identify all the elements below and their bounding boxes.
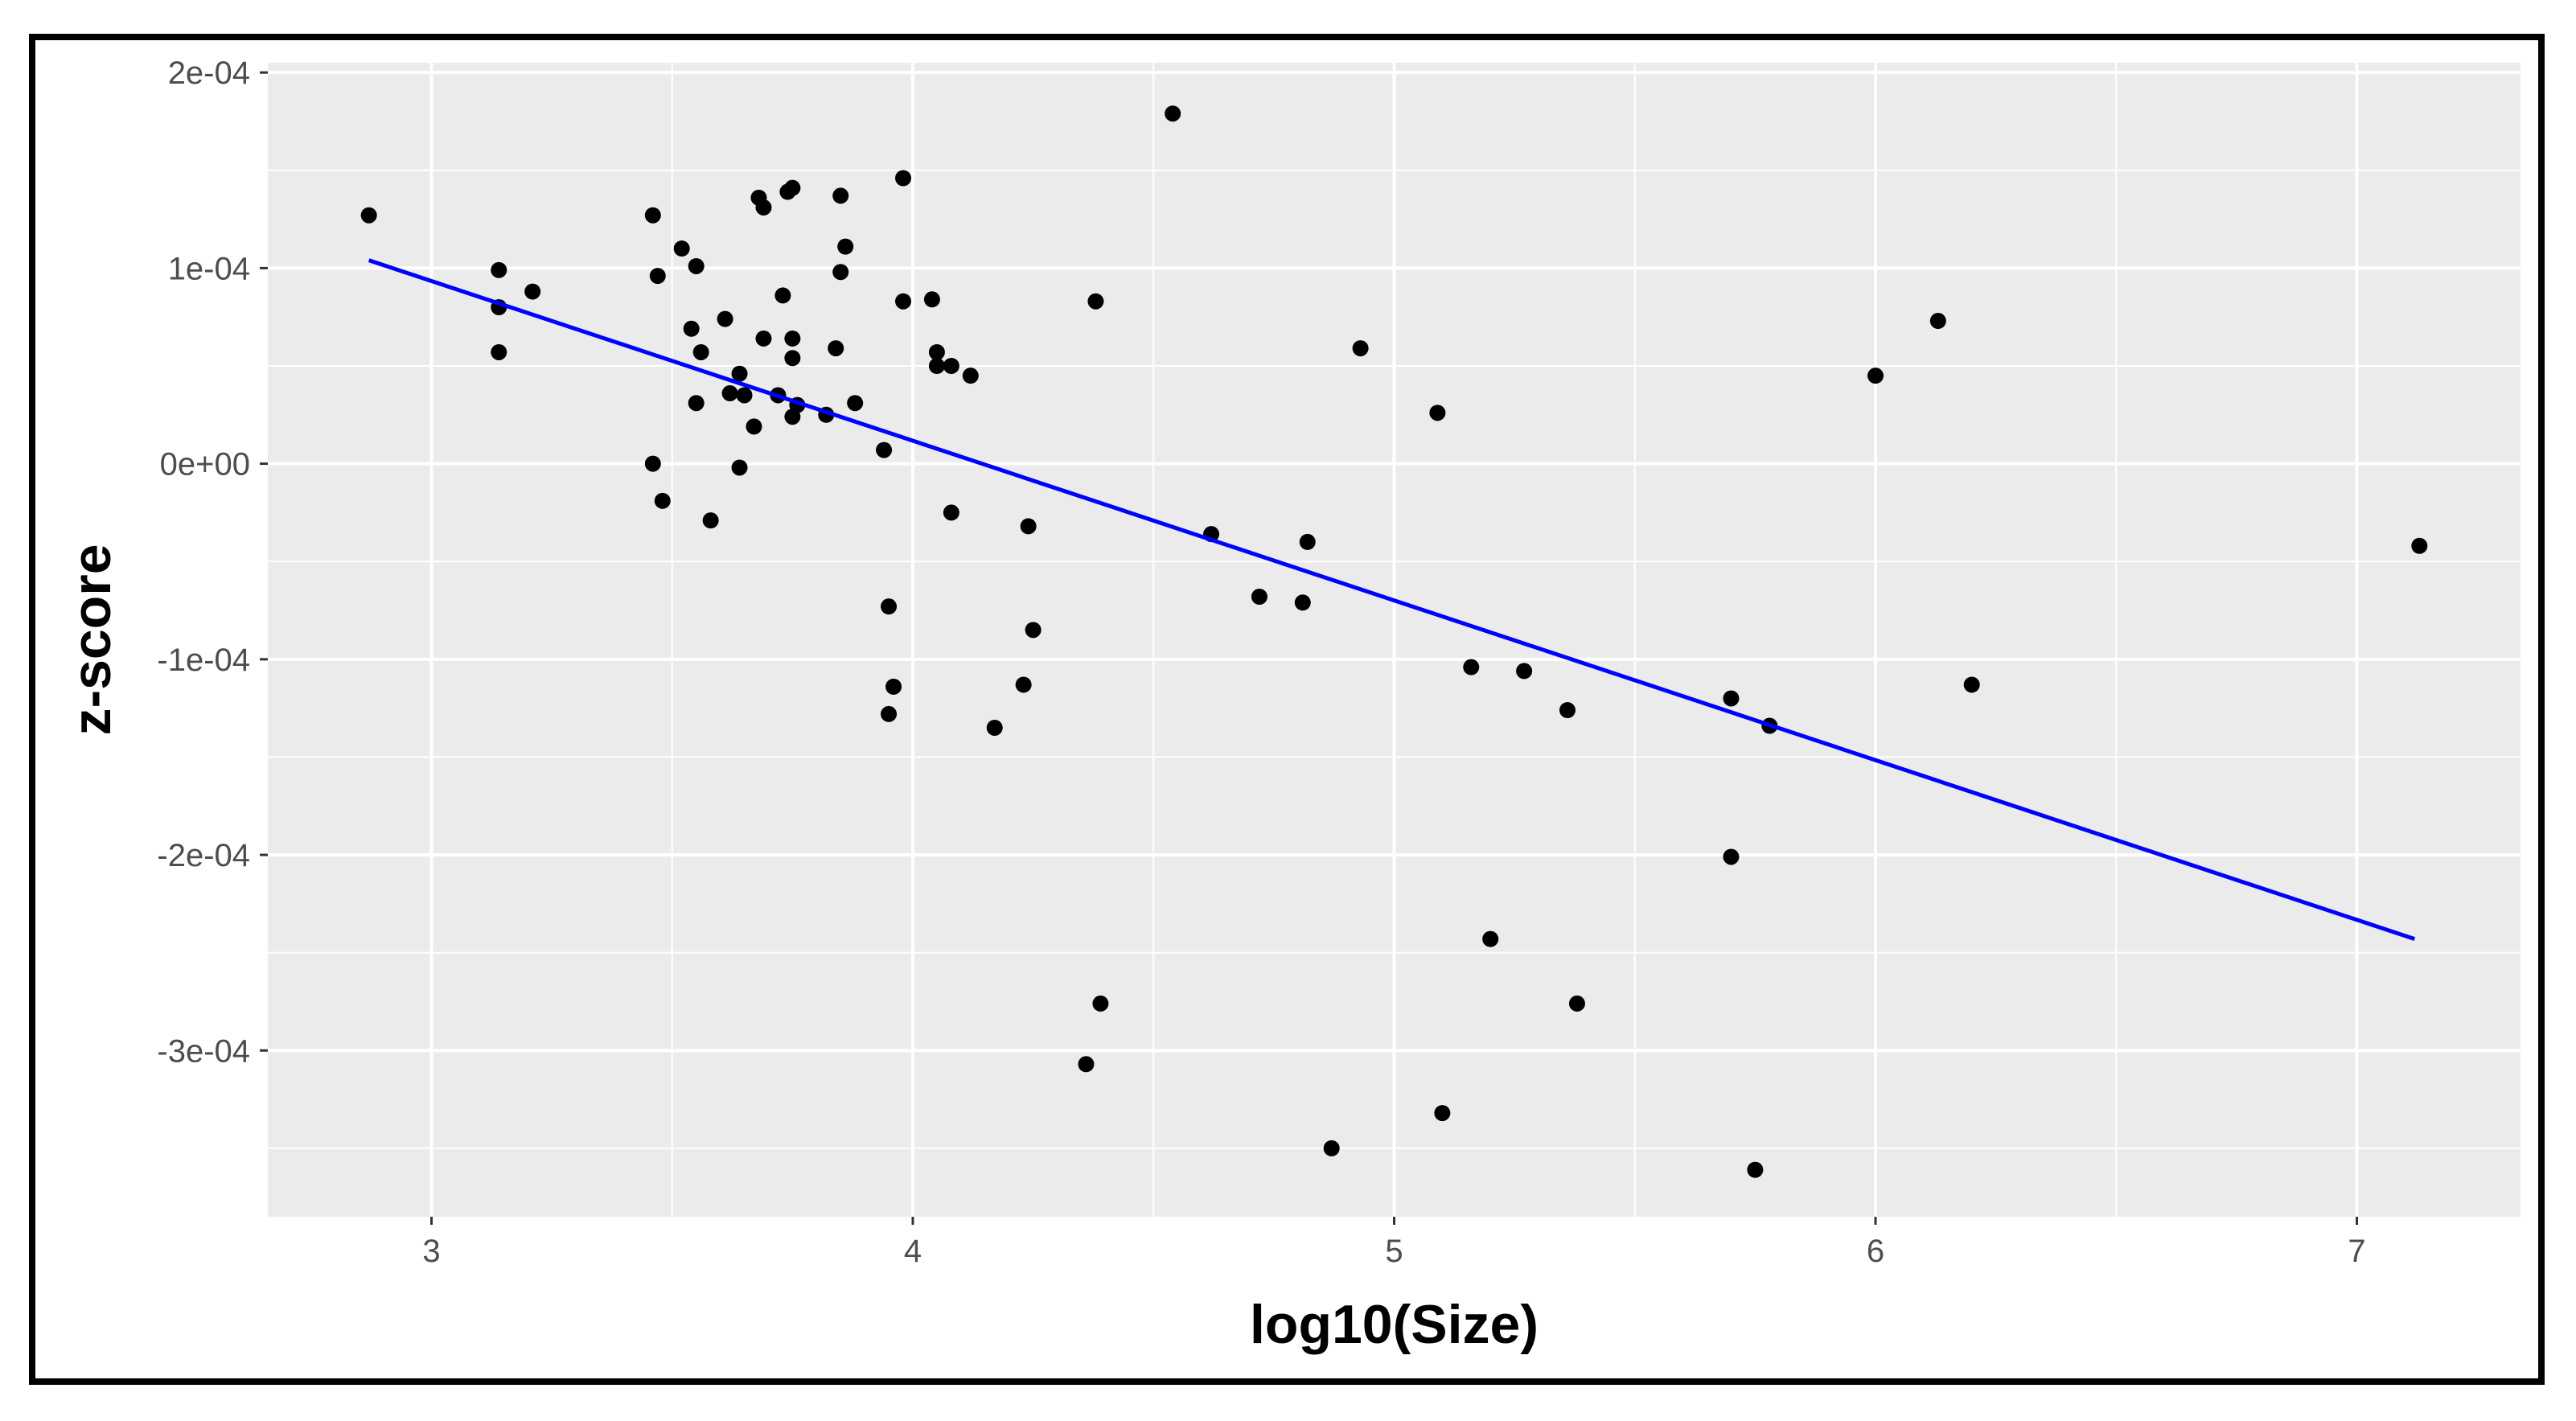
data-point <box>1963 676 1980 693</box>
data-point <box>1251 588 1267 605</box>
data-point <box>644 455 661 472</box>
data-point <box>1025 622 1041 639</box>
data-point <box>731 365 748 382</box>
x-tick-label: 4 <box>904 1234 922 1269</box>
data-point <box>881 598 898 615</box>
data-point <box>828 340 844 357</box>
data-point <box>1723 848 1740 865</box>
data-point <box>923 291 940 308</box>
data-point <box>717 310 733 327</box>
data-point <box>1516 663 1533 680</box>
data-point <box>649 268 666 285</box>
data-point <box>1299 533 1316 550</box>
data-point <box>692 343 709 360</box>
data-point <box>688 395 705 412</box>
data-point <box>847 395 864 412</box>
data-point <box>876 441 893 458</box>
data-point <box>986 719 1003 736</box>
y-tick-label: 2e-04 <box>168 55 250 91</box>
data-point <box>1929 313 1946 330</box>
data-point <box>644 207 661 224</box>
data-point <box>1294 594 1311 611</box>
data-point <box>755 199 772 216</box>
data-point <box>731 459 748 476</box>
data-point <box>784 350 801 367</box>
data-point <box>1092 995 1109 1012</box>
data-point <box>774 287 791 304</box>
x-tick-label: 6 <box>1867 1234 1884 1269</box>
data-point <box>943 357 959 374</box>
data-point <box>746 418 762 435</box>
data-point <box>885 678 902 695</box>
data-point <box>784 179 801 196</box>
x-axis-title: log10(Size) <box>1250 1294 1539 1355</box>
data-point <box>1323 1140 1340 1156</box>
data-point <box>784 330 801 347</box>
y-tick-label: -2e-04 <box>157 838 250 873</box>
y-tick-label: 0e+00 <box>160 447 250 483</box>
x-tick-label: 3 <box>422 1234 440 1269</box>
axis-tick-labels: 3 4 5 6 7 -3e-04 -2e-04 -1e-04 0e+00 1e-04 2e-04 <box>157 55 2365 1269</box>
data-point <box>928 357 945 374</box>
y-tick-label: -3e-04 <box>157 1033 250 1069</box>
data-point <box>895 293 912 310</box>
data-point <box>654 492 671 509</box>
data-point <box>1559 702 1576 719</box>
data-point <box>1020 518 1037 535</box>
data-point <box>1429 405 1446 421</box>
y-tick-label: 1e-04 <box>168 251 250 286</box>
data-point <box>1463 659 1480 676</box>
data-point <box>1568 995 1585 1012</box>
data-point <box>1747 1161 1764 1178</box>
data-point <box>721 385 738 402</box>
x-tick-label: 7 <box>2348 1234 2365 1269</box>
data-point <box>895 170 912 187</box>
data-point <box>702 512 719 529</box>
data-point <box>1352 340 1369 357</box>
data-point <box>1015 676 1032 693</box>
data-point <box>1087 293 1104 310</box>
data-point <box>736 387 753 404</box>
y-axis-title: z-score <box>61 544 122 735</box>
data-point <box>688 257 705 274</box>
data-point <box>1165 105 1181 122</box>
data-point <box>928 343 945 360</box>
data-point <box>832 264 849 281</box>
x-tick-label: 5 <box>1385 1234 1403 1269</box>
data-point <box>943 504 959 521</box>
data-point <box>360 207 377 224</box>
data-point <box>491 261 507 278</box>
data-point <box>1723 690 1740 707</box>
data-point <box>683 320 700 337</box>
data-point <box>881 705 898 722</box>
data-point <box>2411 537 2428 554</box>
data-point <box>1078 1056 1095 1073</box>
data-point <box>1482 930 1499 947</box>
data-point <box>755 330 772 347</box>
data-point <box>962 368 979 384</box>
data-point <box>1434 1105 1451 1122</box>
data-point <box>524 283 541 300</box>
y-tick-label: -1e-04 <box>157 643 250 678</box>
data-point <box>832 187 849 204</box>
regression-line <box>368 258 2416 941</box>
axis-ticks <box>260 71 2359 1225</box>
data-point <box>673 240 690 257</box>
grid-lines <box>268 63 2521 1217</box>
data-point <box>1867 368 1884 384</box>
data-point <box>837 238 854 255</box>
data-point <box>491 343 507 360</box>
